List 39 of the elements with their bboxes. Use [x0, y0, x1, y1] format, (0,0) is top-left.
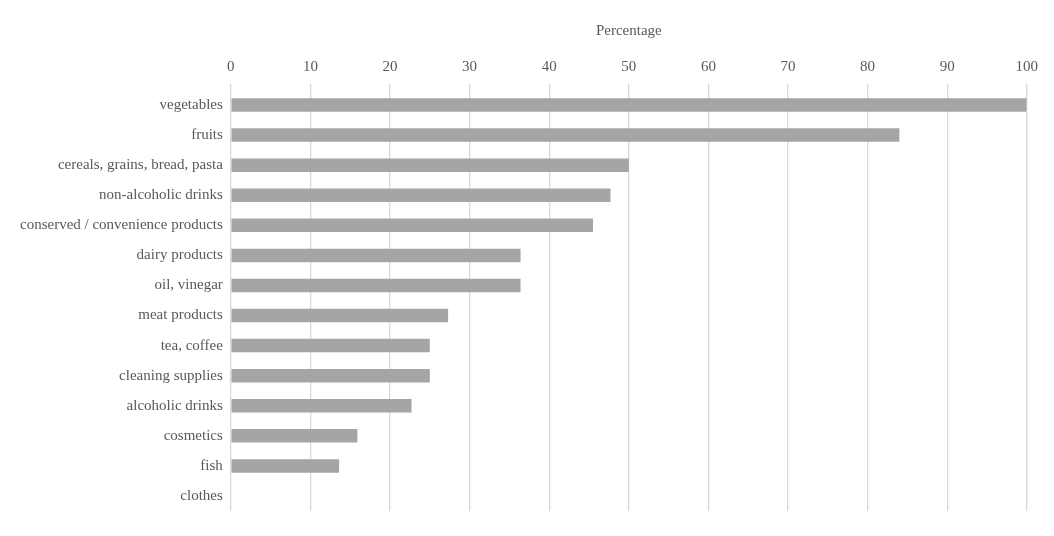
y-tick-label: non-alcoholic drinks	[99, 186, 223, 203]
bar	[231, 308, 449, 323]
bar	[231, 459, 340, 473]
bar	[231, 128, 900, 142]
bar	[231, 188, 611, 203]
bar	[231, 368, 430, 383]
x-tick-label: 50	[621, 57, 637, 74]
x-tick-label: 0	[227, 57, 235, 74]
x-tick-label: 100	[1015, 57, 1038, 74]
bar	[231, 338, 430, 353]
y-tick-label: cleaning supplies	[119, 366, 223, 383]
bar	[231, 158, 629, 172]
bar	[231, 278, 521, 293]
y-tick-label: oil, vinegar	[154, 276, 223, 293]
x-axis-title: Percentage	[595, 21, 663, 38]
y-tick-label: alcoholic drinks	[126, 396, 223, 413]
x-tick-label: 20	[382, 57, 398, 74]
y-tick-label: cosmetics	[163, 426, 223, 443]
bar	[231, 248, 521, 263]
x-tick-label: 60	[700, 57, 716, 74]
y-tick-label: clothes	[180, 486, 223, 503]
x-tick-label: 40	[541, 57, 557, 74]
x-tick-label: 30	[462, 57, 478, 74]
y-tick-label: fruits	[191, 126, 223, 143]
bar	[231, 98, 1027, 112]
bar	[231, 429, 358, 443]
x-tick-label: 10	[302, 57, 318, 74]
bar	[231, 218, 593, 233]
y-tick-label: vegetables	[159, 95, 223, 112]
x-tick-label: 80	[860, 57, 876, 74]
y-tick-label: conserved / convenience products	[19, 216, 223, 233]
y-tick-label: fish	[200, 456, 224, 473]
y-tick-label: meat products	[138, 306, 223, 323]
y-tick-label: cereals, grains, bread, pasta	[57, 156, 224, 173]
x-tick-label: 70	[780, 57, 796, 74]
x-tick-label: 90	[939, 57, 955, 74]
y-tick-label: tea, coffee	[160, 336, 224, 353]
bar	[231, 398, 412, 413]
y-tick-label: dairy products	[136, 246, 223, 263]
